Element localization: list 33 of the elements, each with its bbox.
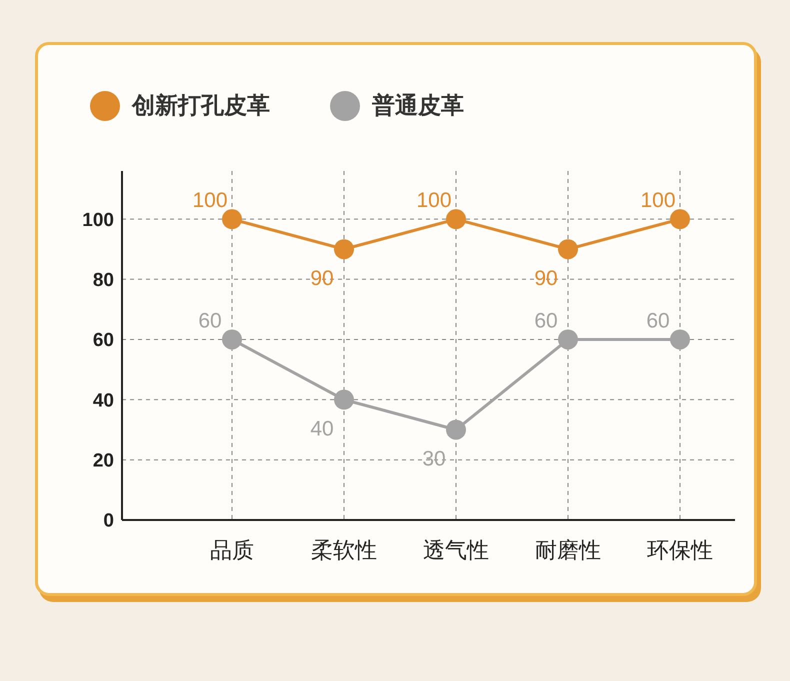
data-label: 30: [422, 448, 446, 471]
y-tick-label: 20: [92, 450, 114, 472]
y-tick-label: 80: [92, 270, 114, 292]
y-tick-label: 0: [103, 510, 114, 532]
point: [446, 420, 466, 440]
point: [222, 209, 242, 230]
x-tick-label: 耐磨性: [535, 538, 601, 563]
point: [670, 209, 690, 230]
x-tick-label: 品质: [210, 538, 254, 563]
data-label: 90: [534, 267, 558, 290]
point: [222, 329, 242, 350]
point: [558, 329, 578, 350]
y-tick-label: 40: [92, 390, 114, 412]
data-label: 100: [192, 189, 228, 212]
point: [334, 390, 354, 410]
y-tick-label: 100: [82, 210, 114, 231]
data-label: 40: [310, 418, 334, 441]
data-label: 60: [534, 309, 558, 332]
data-label: 100: [416, 189, 452, 212]
legend-label: 创新打孔皮革: [132, 91, 270, 120]
data-label: 90: [310, 267, 334, 290]
legend-label: 普通皮革: [372, 91, 464, 120]
point: [558, 239, 578, 260]
y-tick-label: 60: [92, 330, 114, 352]
point: [446, 209, 466, 230]
data-label: 60: [198, 309, 222, 332]
x-tick-label: 环保性: [647, 538, 713, 563]
x-tick-label: 透气性: [423, 538, 489, 563]
data-label: 60: [646, 309, 670, 332]
data-label: 100: [640, 189, 676, 212]
point: [334, 239, 354, 260]
point: [670, 329, 690, 350]
x-tick-label: 柔软性: [311, 538, 377, 563]
